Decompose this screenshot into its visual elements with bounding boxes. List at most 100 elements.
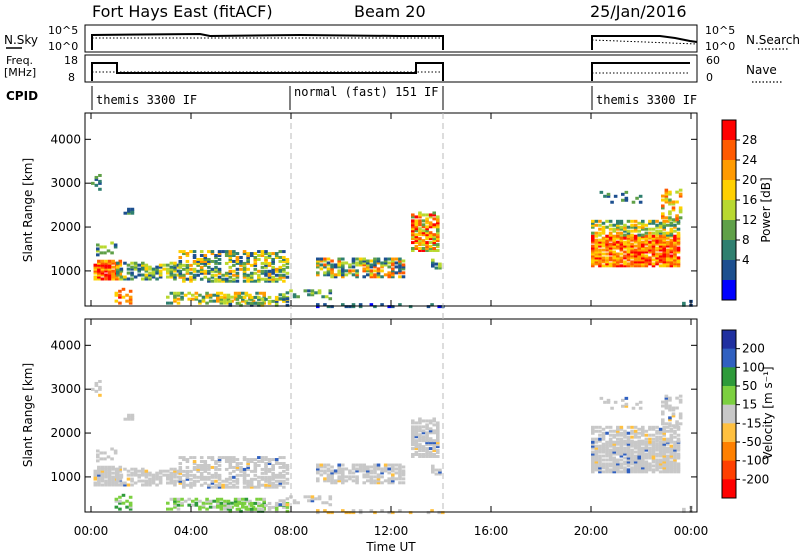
freq-line: [91, 62, 690, 81]
velocity-cell: [278, 475, 283, 479]
velocity-cell: [391, 473, 395, 477]
velocity-cell: [158, 477, 163, 481]
velocity-cell: [133, 467, 138, 471]
power-cell: [612, 234, 616, 238]
power-cell: [662, 233, 666, 237]
velocity-cell: [601, 433, 606, 437]
power-cell: [383, 259, 388, 263]
power-cell: [173, 263, 177, 267]
power-cell: [624, 190, 629, 194]
power-cell: [118, 289, 122, 293]
velocity-cell: [662, 444, 666, 448]
velocity-cell: [274, 461, 279, 465]
velocity-cell: [203, 481, 208, 485]
velocity-cell: [637, 448, 641, 452]
power-cell: [262, 293, 266, 297]
power-cell: [166, 267, 170, 271]
velocity-cell: [119, 481, 124, 485]
velocity-cell: [651, 458, 656, 462]
velocity-cell: [658, 437, 663, 441]
power-cell: [598, 219, 602, 223]
power-cell: [176, 301, 181, 305]
power-cell: [214, 279, 218, 283]
power-cell: [169, 273, 174, 277]
power-cell: [97, 273, 101, 277]
power-cell: [216, 297, 220, 301]
velocity-cell: [264, 479, 268, 483]
velocity-cell: [398, 477, 402, 481]
power-cell: [210, 259, 215, 263]
power-cell: [316, 303, 320, 307]
velocity-cell: [438, 472, 442, 476]
velocity-cell: [601, 448, 606, 452]
velocity-cell: [333, 471, 338, 475]
power-cell: [387, 265, 391, 269]
velocity-cell: [418, 437, 422, 441]
power-cell: [391, 257, 395, 261]
velocity-cell: [432, 441, 436, 445]
power-cell: [330, 275, 334, 279]
power-cell: [418, 247, 422, 251]
power-cell: [594, 223, 599, 227]
velocity-cell: [673, 452, 677, 456]
velocity-cell: [123, 481, 127, 485]
velocity-cell: [619, 466, 624, 470]
velocity-cell: [274, 458, 279, 462]
velocity-cell: [630, 466, 634, 470]
power-cell: [432, 243, 436, 247]
power-cell: [255, 291, 259, 295]
power-cell: [274, 297, 279, 301]
power-cell: [114, 291, 119, 295]
velocity-cell: [128, 507, 133, 511]
power-cell: [591, 231, 595, 235]
velocity-cell: [633, 440, 638, 444]
velocity-cell: [121, 501, 126, 505]
power-cell: [93, 267, 98, 271]
power-cell: [118, 301, 122, 305]
power-cell: [319, 267, 324, 271]
power-cell: [425, 245, 429, 249]
velocity-cell: [107, 481, 112, 485]
power-cell: [274, 277, 279, 281]
velocity-cell: [421, 453, 426, 457]
power-cell: [648, 236, 652, 240]
power-cell: [274, 255, 279, 259]
power-cell: [662, 248, 666, 252]
velocity-cell: [249, 460, 254, 464]
velocity-cell: [623, 456, 627, 460]
velocity-cell: [428, 421, 433, 425]
velocity-cell: [267, 469, 272, 473]
power-cell: [387, 271, 391, 275]
velocity-cell: [264, 467, 268, 471]
velocity-cell: [144, 469, 149, 473]
power-cell: [637, 229, 641, 233]
velocity-cell: [633, 464, 638, 468]
power-cell: [676, 240, 681, 244]
velocity-cell: [398, 467, 402, 471]
power-cell: [173, 297, 177, 301]
power-cell: [623, 236, 627, 240]
power-cell: [641, 223, 645, 227]
velocity-cell: [127, 413, 131, 417]
velocity-cell: [333, 469, 338, 473]
power-cell: [414, 219, 419, 223]
velocity-cell: [612, 433, 616, 437]
velocity-cell: [668, 404, 672, 408]
power-cell: [619, 258, 624, 262]
power-cell: [598, 223, 602, 227]
power-cell: [676, 242, 681, 246]
power-cell: [203, 261, 208, 265]
power-cell: [104, 273, 108, 277]
power-cell: [253, 271, 258, 275]
velocity-cell: [623, 450, 627, 454]
power-cell: [118, 295, 122, 299]
power-cell: [219, 291, 224, 295]
velocity-cell: [114, 469, 119, 473]
velocity-cell: [249, 509, 254, 513]
power-cell: [355, 275, 359, 279]
power-cell: [612, 258, 616, 262]
power-cell: [658, 244, 663, 248]
power-cell: [411, 233, 415, 237]
power-cell: [351, 305, 356, 309]
power-cell: [328, 289, 333, 293]
